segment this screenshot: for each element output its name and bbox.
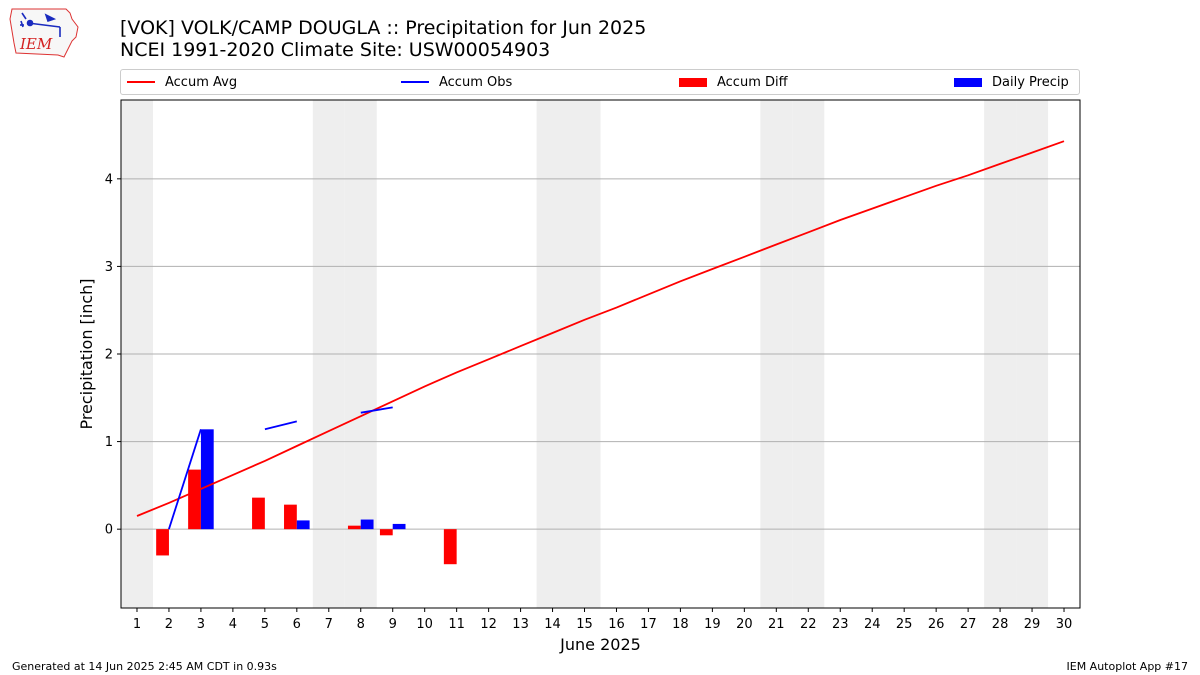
daily-precip-bar bbox=[296, 520, 310, 530]
x-tick-label: 5 bbox=[261, 617, 269, 632]
app-credit: IEM Autoplot App #17 bbox=[1066, 660, 1189, 673]
x-tick-label: 19 bbox=[704, 617, 721, 632]
y-tick-label: 1 bbox=[105, 435, 113, 450]
legend-item-daily-precip: Daily Precip bbox=[954, 70, 1069, 94]
accum-obs-line bbox=[264, 420, 298, 431]
legend-swatch bbox=[127, 81, 155, 83]
x-tick-label: 18 bbox=[672, 617, 689, 632]
legend-item-accum-avg: Accum Avg bbox=[127, 70, 237, 94]
x-tick-label: 24 bbox=[864, 617, 881, 632]
y-tick-label: 2 bbox=[105, 348, 113, 363]
x-tick-label: 3 bbox=[197, 617, 205, 632]
iowa-state-outline-icon bbox=[9, 8, 79, 58]
x-tick-label: 15 bbox=[576, 617, 593, 632]
legend-item-accum-obs: Accum Obs bbox=[401, 70, 512, 94]
logo-text: IEM bbox=[19, 35, 53, 53]
legend-label: Accum Obs bbox=[439, 74, 513, 90]
x-tick-label: 30 bbox=[1056, 617, 1073, 632]
x-tick-label: 12 bbox=[480, 617, 497, 632]
chart-legend: Accum Avg Accum Obs Accum Diff Daily Pre… bbox=[120, 69, 1080, 95]
x-tick-label: 11 bbox=[448, 617, 465, 632]
y-axis-label: Precipitation [inch] bbox=[77, 278, 96, 429]
accum-diff-bar bbox=[252, 497, 265, 530]
daily-precip-bar bbox=[360, 519, 374, 530]
legend-label: Accum Diff bbox=[717, 74, 788, 90]
accum-diff-bar bbox=[156, 529, 169, 556]
legend-item-accum-diff: Accum Diff bbox=[679, 70, 788, 94]
legend-label: Daily Precip bbox=[992, 74, 1069, 90]
legend-swatch bbox=[954, 77, 982, 87]
chart-subtitle: NCEI 1991-2020 Climate Site: USW00054903 bbox=[120, 39, 551, 61]
x-tick-label: 9 bbox=[389, 617, 397, 632]
x-axis-label: June 2025 bbox=[559, 635, 641, 654]
x-tick-label: 26 bbox=[928, 617, 945, 632]
accum-diff-bar bbox=[347, 525, 361, 530]
iem-logo: IEM bbox=[9, 8, 79, 58]
plot-frame bbox=[120, 99, 1081, 609]
weather-instruments-icon bbox=[20, 12, 61, 37]
accum-diff-bar bbox=[188, 469, 201, 530]
accum-avg-line bbox=[136, 140, 1065, 517]
daily-precip-bar bbox=[392, 523, 406, 530]
x-tick-label: 10 bbox=[416, 617, 433, 632]
x-tick-label: 1 bbox=[133, 617, 141, 632]
accum-obs-line bbox=[168, 429, 202, 530]
x-tick-label: 29 bbox=[1024, 617, 1041, 632]
y-tick-label: 3 bbox=[105, 260, 113, 275]
x-tick-label: 20 bbox=[736, 617, 753, 632]
accum-obs-line bbox=[360, 406, 393, 414]
legend-swatch bbox=[679, 77, 707, 87]
x-tick-label: 13 bbox=[512, 617, 529, 632]
x-tick-label: 6 bbox=[293, 617, 301, 632]
generated-timestamp: Generated at 14 Jun 2025 2:45 AM CDT in … bbox=[12, 660, 277, 673]
x-tick-label: 27 bbox=[960, 617, 977, 632]
x-tick-label: 22 bbox=[800, 617, 817, 632]
x-tick-label: 21 bbox=[768, 617, 785, 632]
legend-label: Accum Avg bbox=[165, 74, 238, 90]
chart-title: [VOK] VOLK/CAMP DOUGLA :: Precipitation … bbox=[120, 17, 647, 39]
x-tick-label: 23 bbox=[832, 617, 849, 632]
x-tick-label: 28 bbox=[992, 617, 1009, 632]
daily-precip-bar bbox=[200, 429, 214, 530]
y-tick-label: 0 bbox=[105, 523, 113, 538]
accum-diff-bar bbox=[443, 529, 457, 565]
x-tick-label: 2 bbox=[165, 617, 173, 632]
x-tick-label: 17 bbox=[640, 617, 657, 632]
x-tick-label: 16 bbox=[608, 617, 625, 632]
x-tick-label: 14 bbox=[544, 617, 561, 632]
accum-diff-bar bbox=[284, 504, 297, 530]
x-tick-label: 7 bbox=[325, 617, 333, 632]
x-tick-label: 25 bbox=[896, 617, 913, 632]
x-tick-label: 4 bbox=[229, 617, 237, 632]
y-tick-label: 4 bbox=[105, 172, 113, 187]
x-tick-label: 8 bbox=[357, 617, 365, 632]
legend-swatch bbox=[401, 81, 429, 83]
accum-diff-bar bbox=[379, 529, 393, 536]
